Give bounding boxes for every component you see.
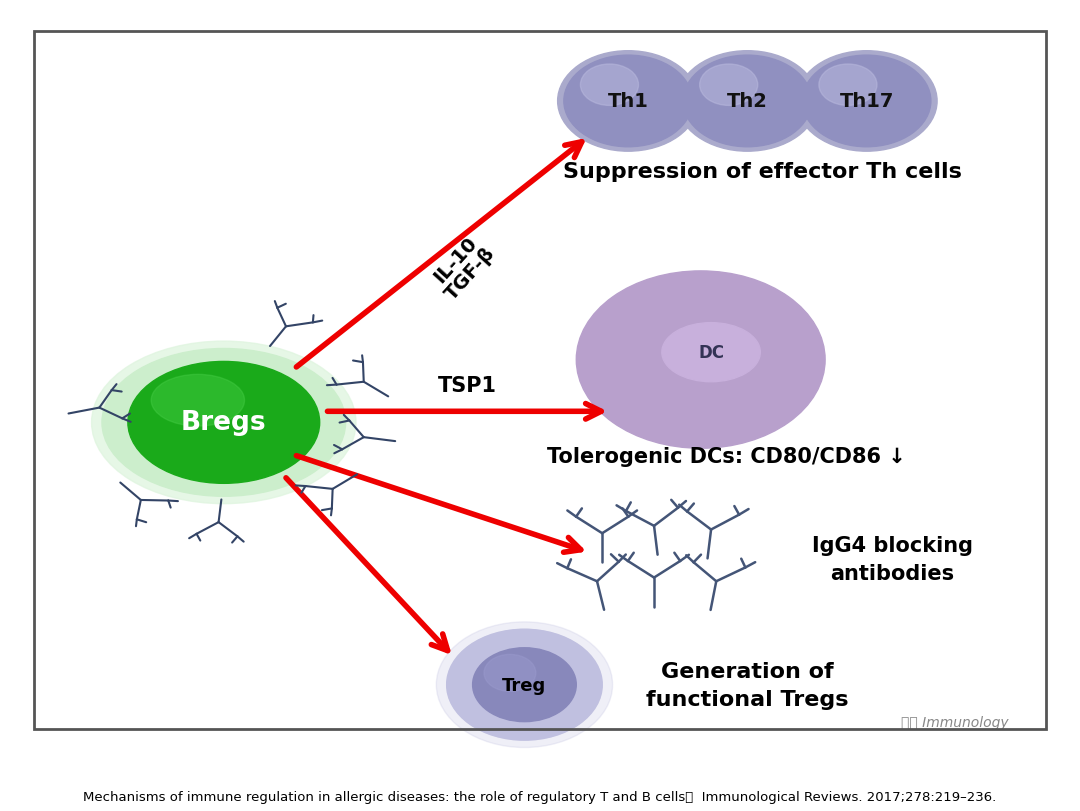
- Text: IgG4 blocking
antibodies: IgG4 blocking antibodies: [812, 535, 973, 583]
- Text: TSP1: TSP1: [437, 376, 497, 396]
- Circle shape: [473, 648, 577, 722]
- Text: Th2: Th2: [727, 92, 768, 111]
- Circle shape: [557, 52, 699, 152]
- Circle shape: [484, 654, 536, 692]
- Text: Treg: Treg: [502, 676, 546, 694]
- Text: 闲谈 Immunology: 闲谈 Immunology: [901, 714, 1009, 729]
- Text: Th17: Th17: [839, 92, 894, 111]
- Text: Mechanisms of immune regulation in allergic diseases: the role of regulatory T a: Mechanisms of immune regulation in aller…: [83, 790, 997, 803]
- Circle shape: [436, 622, 612, 748]
- Circle shape: [819, 65, 877, 106]
- Circle shape: [447, 629, 603, 740]
- Ellipse shape: [151, 375, 244, 427]
- Text: IL-10
TGF-β: IL-10 TGF-β: [427, 230, 499, 303]
- Circle shape: [802, 56, 931, 148]
- Text: Suppression of effector Th cells: Suppression of effector Th cells: [564, 162, 962, 182]
- Text: Th1: Th1: [608, 92, 649, 111]
- Circle shape: [677, 52, 818, 152]
- Circle shape: [564, 56, 692, 148]
- Circle shape: [683, 56, 812, 148]
- Circle shape: [447, 629, 603, 740]
- Ellipse shape: [662, 324, 760, 382]
- Circle shape: [700, 65, 758, 106]
- Ellipse shape: [127, 362, 320, 483]
- Ellipse shape: [102, 349, 346, 496]
- Circle shape: [454, 635, 595, 735]
- Text: Bregs: Bregs: [181, 410, 267, 436]
- Circle shape: [577, 272, 825, 448]
- Text: Generation of
functional Tregs: Generation of functional Tregs: [646, 661, 849, 709]
- Circle shape: [796, 52, 937, 152]
- Circle shape: [580, 65, 638, 106]
- Text: Tolerogenic DCs: CD80/CD86 ↓: Tolerogenic DCs: CD80/CD86 ↓: [548, 446, 906, 466]
- Ellipse shape: [92, 341, 356, 504]
- Text: DC: DC: [698, 344, 724, 362]
